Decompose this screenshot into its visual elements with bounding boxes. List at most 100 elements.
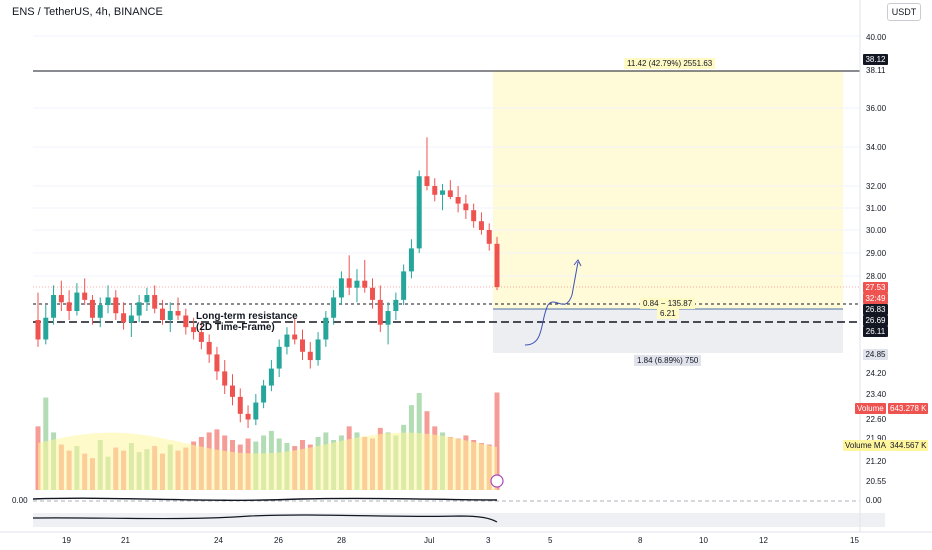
- candle-body: [214, 354, 220, 372]
- price-tick-label: 40.00: [866, 33, 887, 42]
- candle-body: [43, 317, 49, 340]
- candle-body: [245, 413, 251, 420]
- time-tick-label: 19: [62, 536, 71, 545]
- target-box[interactable]: 11.42 (42.79%) 2551.63: [624, 58, 716, 69]
- price-tick-label: 24.20: [866, 369, 887, 378]
- upper-level-tag: 38.12: [863, 54, 888, 65]
- candle-body: [385, 311, 391, 325]
- candle-body: [191, 327, 197, 333]
- candle-body: [97, 305, 103, 318]
- candle-body: [51, 295, 57, 318]
- price-tick-label: 32.00: [866, 182, 887, 191]
- candle-body: [331, 297, 337, 318]
- mid-level-tag: 26.83: [863, 304, 888, 315]
- candle-body: [276, 346, 282, 369]
- candle-body: [268, 368, 274, 386]
- candle-body: [237, 396, 243, 414]
- chart-title: ENS / TetherUS, 4h, BINANCE: [12, 6, 163, 18]
- indicator-value-left: 0.00: [12, 496, 28, 505]
- candle-body: [206, 341, 212, 355]
- time-tick-label: 15: [850, 536, 859, 545]
- time-tick-label: 5: [548, 536, 553, 545]
- candle-body: [253, 402, 259, 420]
- time-tick-label: 26: [274, 536, 283, 545]
- candle-body: [198, 332, 204, 342]
- volume-ma-value-tag: 344.567 K: [888, 440, 929, 451]
- oscillator-panel: [33, 513, 885, 527]
- price-tick-label: 23.40: [866, 390, 887, 399]
- countdown-tag: 32:49: [863, 293, 888, 304]
- risk-box[interactable]: 1.84 (6.89%) 750: [634, 355, 702, 366]
- resistance-label-line2[interactable]: (2D Time-Frame): [196, 322, 275, 333]
- resistance-label-line1[interactable]: Long-term resistance: [196, 311, 298, 322]
- indicator-line: [32, 497, 498, 501]
- price-tick-label: 21.90: [866, 434, 887, 443]
- candle-body: [74, 292, 80, 312]
- ratio-box[interactable]: 0.84 − 135.87: [640, 298, 696, 309]
- candle-body: [82, 292, 88, 300]
- candle-body: [300, 339, 306, 352]
- volume-bar: [494, 392, 500, 490]
- candle-body: [323, 317, 329, 340]
- candle-body: [486, 230, 492, 244]
- candle-body: [175, 311, 181, 316]
- currency-selector[interactable]: USDT: [887, 3, 921, 21]
- projection-path: [524, 261, 579, 346]
- price-tick-label: 34.00: [866, 143, 887, 152]
- candle-body: [408, 248, 414, 272]
- candle-body: [167, 311, 173, 320]
- price-tick-label: 30.00: [866, 226, 887, 235]
- candle-body: [315, 339, 321, 361]
- candle-body: [370, 287, 376, 300]
- upper-sub-label: 38.11: [866, 66, 886, 75]
- candle-body: [393, 299, 399, 312]
- bottom-tag: 24.85: [863, 349, 888, 360]
- candle-body: [494, 243, 500, 287]
- candle-body: [136, 302, 142, 316]
- price-tick-label: 28.00: [866, 272, 887, 281]
- time-tick-label: 24: [214, 536, 223, 545]
- price-tick-label: 22.60: [866, 415, 887, 424]
- candle-body: [362, 280, 368, 288]
- candle-body: [292, 334, 298, 340]
- price-tick-label: 36.00: [866, 104, 887, 113]
- candle-body: [478, 221, 484, 230]
- candle-body: [89, 299, 95, 318]
- time-tick-label: 10: [699, 536, 708, 545]
- candle-body: [424, 176, 430, 186]
- time-tick-label: 3: [486, 536, 491, 545]
- volume-value-tag: 643.278 K: [888, 403, 929, 414]
- volume-label-tag: Volume: [855, 403, 886, 414]
- candle-body: [113, 297, 119, 314]
- entry-tag: 26.69: [863, 315, 888, 326]
- indicator-value: 0.00: [866, 496, 882, 505]
- candle-body: [416, 176, 422, 249]
- candle-body: [121, 313, 127, 323]
- time-tick-label: 21: [121, 536, 130, 545]
- volume-ma-area: [38, 432, 497, 490]
- candle-body: [401, 271, 407, 300]
- flash-icon: [490, 474, 504, 488]
- time-tick-label: 8: [638, 536, 643, 545]
- candle-body: [471, 210, 477, 222]
- candle-body: [447, 190, 453, 197]
- price-tick-label: 20.55: [866, 477, 887, 486]
- candle-body: [159, 308, 165, 320]
- candle-body: [66, 302, 72, 312]
- price-tick-label: 31.00: [866, 204, 887, 213]
- candle-body: [455, 197, 461, 204]
- candle-body: [284, 334, 290, 347]
- candle-body: [463, 203, 469, 211]
- candle-body: [354, 280, 360, 288]
- rr-box[interactable]: 6.21: [657, 308, 679, 319]
- candle-body: [261, 385, 267, 403]
- candle-body: [105, 297, 111, 306]
- candle-body: [183, 315, 189, 328]
- price-tick-label: 29.00: [866, 249, 887, 258]
- candle-body: [229, 385, 235, 397]
- candle-body: [58, 295, 64, 303]
- candle-body: [35, 319, 41, 340]
- candle-body: [440, 190, 446, 195]
- price-tick-label: 21.20: [866, 457, 887, 466]
